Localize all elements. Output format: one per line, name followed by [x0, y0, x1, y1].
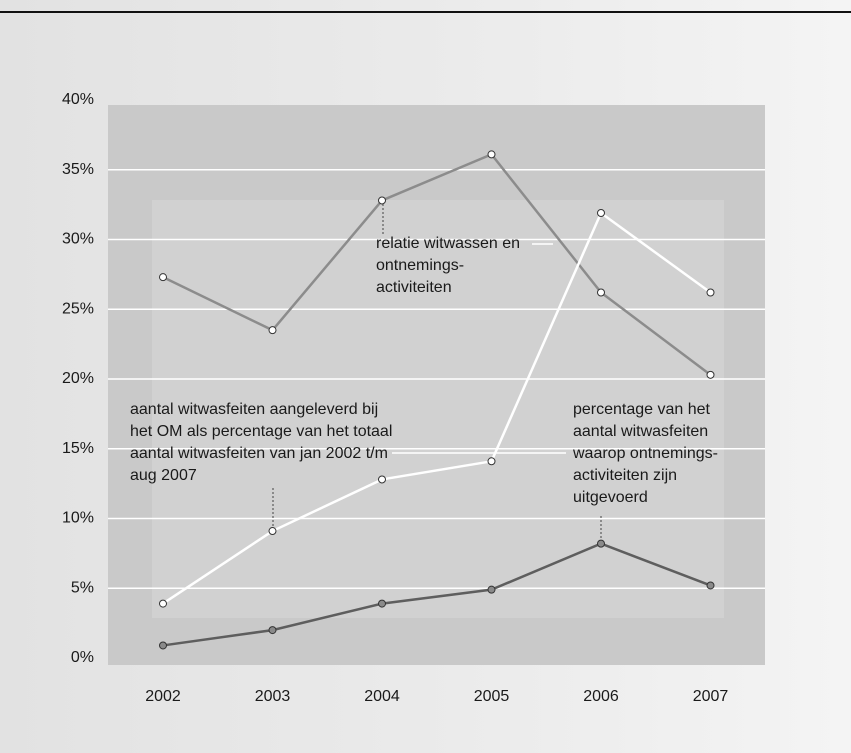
y-tick-label: 5% — [71, 579, 94, 596]
data-point — [268, 626, 277, 635]
x-tick-label: 2007 — [693, 688, 729, 705]
series-label: percentage van het aantal witwasfeiten w… — [573, 401, 718, 506]
y-tick-label: 15% — [62, 440, 94, 457]
data-point — [706, 288, 715, 297]
data-point — [706, 581, 715, 590]
y-tick-label: 25% — [62, 300, 94, 317]
y-tick-label: 40% — [62, 91, 94, 108]
data-point — [597, 539, 605, 548]
data-point — [378, 475, 386, 484]
x-tick-label: 2004 — [364, 688, 400, 705]
x-tick-label: 2005 — [474, 688, 510, 705]
grid — [108, 169, 765, 589]
data-point — [487, 585, 496, 594]
data-point — [487, 457, 496, 466]
data-point — [268, 326, 277, 335]
y-tick-label: 20% — [62, 370, 94, 387]
series-line — [162, 211, 712, 605]
data-point — [378, 196, 386, 205]
data-point — [487, 150, 496, 159]
annotations — [272, 204, 602, 541]
x-tick-label: 2003 — [255, 688, 291, 705]
data-point — [159, 273, 167, 282]
data-point — [268, 527, 277, 536]
series-label: relatie witwassen en ontnemings-activite… — [376, 235, 521, 296]
y-tick-label: 35% — [62, 161, 94, 178]
data-point — [706, 370, 715, 379]
series-line — [162, 152, 712, 376]
y-tick-label: 30% — [62, 231, 94, 248]
x-tick-label: 2006 — [583, 688, 619, 705]
y-tick-label: 10% — [62, 510, 94, 527]
series-line — [162, 542, 711, 647]
data-point — [378, 599, 386, 608]
data-point — [159, 641, 167, 650]
plot — [159, 150, 715, 650]
data-point — [597, 288, 605, 297]
y-tick-label: 0% — [71, 649, 94, 666]
data-point — [159, 599, 167, 608]
series-label: aantal witwasfeiten aangeleverd bij het … — [130, 401, 393, 484]
data-point — [597, 208, 605, 217]
x-tick-label: 2002 — [145, 688, 181, 705]
